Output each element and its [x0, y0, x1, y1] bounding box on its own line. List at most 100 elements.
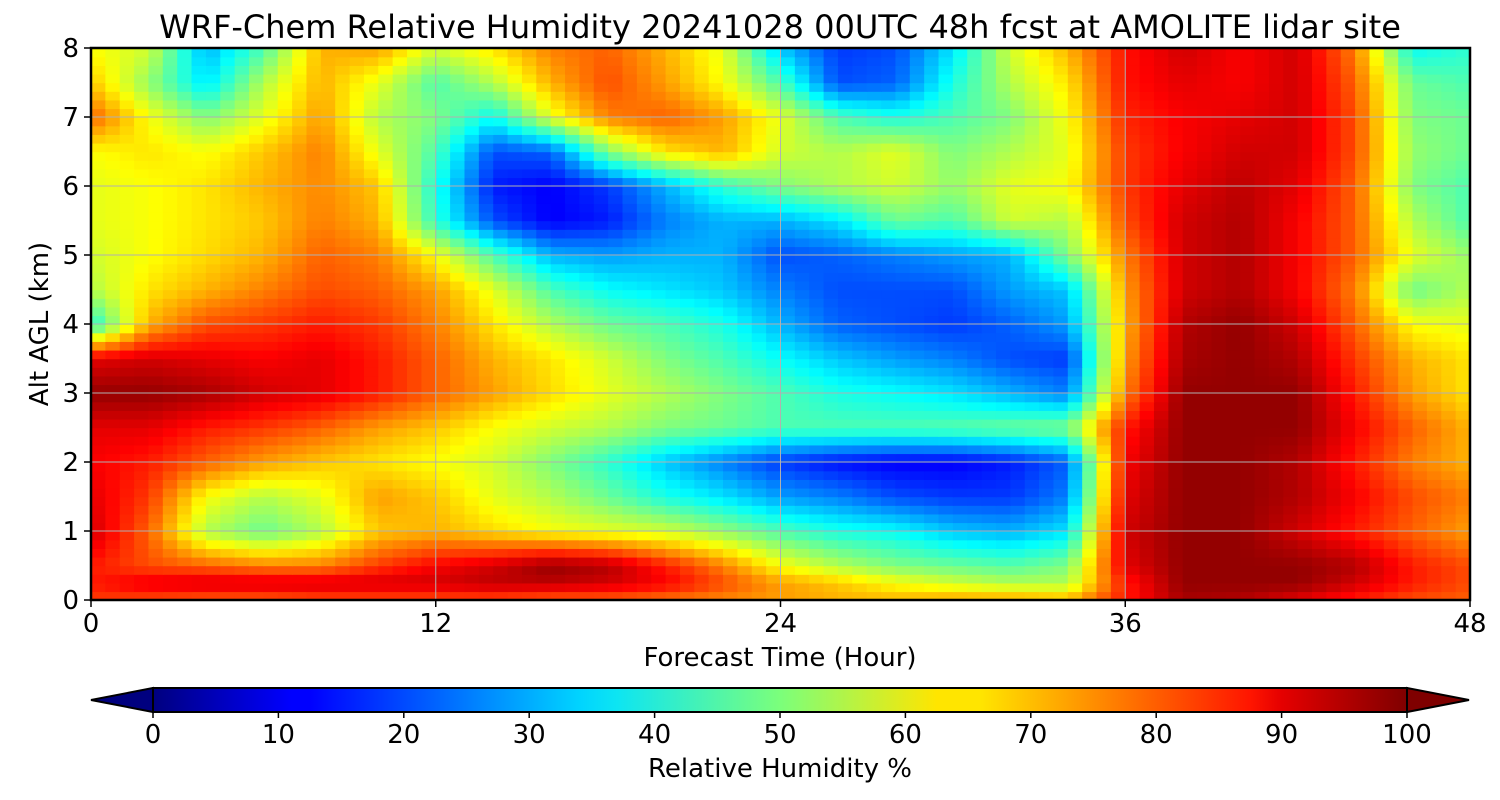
heatmap-cell	[665, 470, 681, 480]
heatmap-cell	[450, 358, 466, 368]
heatmap-cell	[895, 280, 911, 291]
heatmap-cell	[220, 324, 236, 334]
heatmap-cell	[263, 444, 279, 455]
heatmap-cell	[1225, 367, 1241, 377]
heatmap-cell	[320, 332, 336, 342]
heatmap-cell	[651, 255, 667, 265]
heatmap-cell	[995, 393, 1012, 403]
heatmap-cell	[105, 349, 121, 360]
heatmap-cell	[493, 168, 509, 179]
heatmap-cell	[392, 272, 408, 282]
heatmap-cell	[895, 289, 911, 299]
heatmap-cell	[1139, 427, 1155, 437]
heatmap-cell	[320, 375, 336, 386]
heatmap-cell	[550, 565, 566, 575]
heatmap-cell	[651, 367, 667, 377]
heatmap-cell	[378, 375, 394, 386]
heatmap-cell	[148, 496, 164, 506]
heatmap-cell	[837, 237, 854, 248]
heatmap-cell	[1283, 418, 1299, 429]
heatmap-cell	[1311, 513, 1328, 524]
heatmap-cell	[837, 513, 854, 524]
heatmap-cell	[306, 418, 322, 429]
heatmap-cell	[1426, 229, 1442, 239]
heatmap-cell	[478, 487, 494, 498]
heatmap-cell	[421, 375, 437, 386]
heatmap-cell	[205, 324, 221, 334]
heatmap-cell	[881, 384, 897, 394]
heatmap-cell	[881, 255, 897, 265]
heatmap-cell	[1139, 565, 1155, 575]
heatmap-cell	[1254, 272, 1270, 282]
heatmap-cell	[1455, 255, 1470, 265]
heatmap-cell	[651, 203, 667, 213]
heatmap-cell	[881, 522, 897, 532]
heatmap-cell	[1067, 436, 1083, 446]
heatmap-cell	[234, 341, 250, 351]
heatmap-cell	[1340, 556, 1356, 567]
heatmap-cell	[1125, 453, 1141, 463]
heatmap-cell	[435, 487, 451, 498]
heatmap-cell	[91, 255, 107, 265]
heatmap-cell	[205, 168, 221, 179]
heatmap-cell	[651, 444, 667, 455]
heatmap-cell	[1168, 263, 1184, 273]
heatmap-cell	[895, 367, 911, 377]
heatmap-cell	[306, 168, 322, 179]
heatmap-cell	[565, 591, 581, 600]
heatmap-cell	[694, 384, 710, 394]
heatmap-cell	[1240, 565, 1256, 575]
heatmap-cell	[723, 375, 739, 386]
heatmap-cell	[593, 229, 609, 239]
heatmap-cell	[708, 496, 724, 506]
heatmap-cell	[952, 349, 968, 360]
heatmap-cell	[1455, 186, 1470, 196]
heatmap-cell	[837, 548, 854, 558]
heatmap-cell	[450, 401, 466, 411]
heatmap-cell	[493, 505, 509, 515]
heatmap-cell	[536, 211, 552, 222]
heatmap-cell	[938, 444, 954, 455]
heatmap-cell	[837, 462, 854, 472]
heatmap-cell	[378, 358, 394, 368]
heatmap-cell	[1197, 384, 1213, 394]
heatmap-cell	[493, 522, 509, 532]
heatmap-cell	[349, 418, 365, 429]
heatmap-cell	[651, 384, 667, 394]
heatmap-cell	[723, 591, 739, 600]
heatmap-cell	[852, 548, 868, 558]
heatmap-cell	[679, 384, 696, 394]
heatmap-cell	[292, 436, 308, 446]
heatmap-cell	[450, 427, 466, 437]
heatmap-cell	[1455, 565, 1470, 575]
heatmap-cell	[536, 306, 552, 317]
heatmap-cell	[694, 582, 710, 593]
heatmap-cell	[349, 522, 365, 532]
heatmap-cell	[191, 255, 207, 265]
heatmap-cell	[249, 349, 265, 360]
heatmap-cell	[162, 487, 178, 498]
heatmap-cell	[349, 410, 365, 420]
heatmap-cell	[1268, 436, 1284, 446]
heatmap-cell	[392, 324, 408, 334]
heatmap-cell	[378, 418, 394, 429]
heatmap-cell	[1398, 229, 1414, 239]
heatmap-cell	[866, 401, 882, 411]
heatmap-cell	[1096, 151, 1112, 161]
heatmap-cell	[521, 375, 537, 386]
heatmap-cell	[708, 531, 724, 541]
heatmap-cell	[938, 263, 954, 273]
heatmap-cell	[823, 591, 839, 600]
heatmap-cell	[148, 160, 164, 170]
heatmap-cell	[1297, 349, 1313, 360]
heatmap-cell	[1139, 324, 1155, 334]
heatmap-cell	[751, 280, 767, 291]
heatmap-cell	[148, 324, 164, 334]
heatmap-cell	[565, 332, 581, 342]
heatmap-cell	[119, 332, 135, 342]
heatmap-cell	[234, 280, 250, 291]
heatmap-cell	[435, 591, 451, 600]
heatmap-cell	[852, 574, 868, 584]
heatmap-cell	[1125, 341, 1141, 351]
heatmap-cell	[995, 522, 1012, 532]
